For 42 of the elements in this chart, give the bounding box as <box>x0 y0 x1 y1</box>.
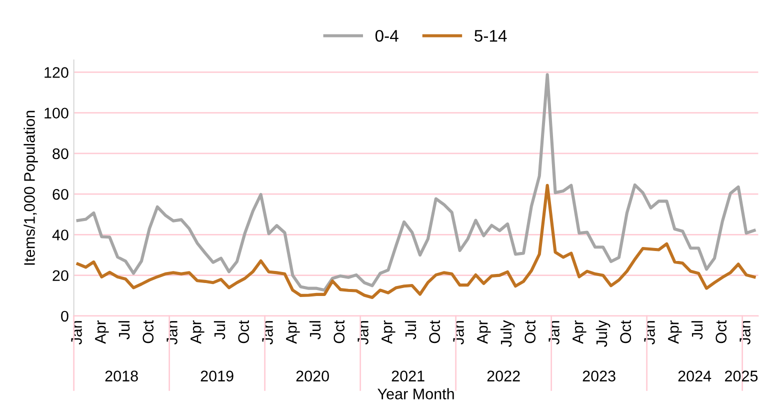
x-tick-label: Oct <box>334 320 345 344</box>
x-tick-label: Oct <box>620 320 632 344</box>
x-tick-label: Apr <box>190 320 204 344</box>
x-tick-label: Oct <box>238 320 250 344</box>
text: 2024 <box>678 370 712 382</box>
y-tick-label: 120 <box>44 67 68 78</box>
x-tick-label: Oct <box>429 320 440 344</box>
text: 2021 <box>392 370 424 382</box>
x-axis-title: Year Month <box>378 388 454 400</box>
x-tick-label: Jul <box>118 321 130 340</box>
y-tick-label: 0 <box>61 310 68 322</box>
x-tick-label: Apr <box>95 320 109 344</box>
text: 2020 <box>296 370 329 382</box>
line-series <box>76 73 756 292</box>
x-tick-label: Jul <box>404 321 416 340</box>
x-tick-label: Apr <box>286 320 300 344</box>
text: 2023 <box>582 370 616 382</box>
legend-label: 0-4 <box>375 30 398 42</box>
x-tick-label: Jul <box>309 321 321 340</box>
y-tick-label: 60 <box>52 188 68 200</box>
y-tick-label: 20 <box>52 270 68 282</box>
y-tick-label: 80 <box>52 148 68 160</box>
text: 2019 <box>200 370 234 382</box>
text: 2025 <box>725 370 758 382</box>
x-tick-label: Oct <box>524 320 536 344</box>
x-tick-label: Jul <box>691 321 703 340</box>
x-tick-label: Oct <box>142 320 154 344</box>
text: 2018 <box>105 370 138 382</box>
y-axis-title: Items/1,000 Population <box>24 110 38 265</box>
x-tick-label: Apr <box>668 320 682 344</box>
y-tick-label: 100 <box>44 108 68 119</box>
x-tick-label: Apr <box>572 320 586 344</box>
x-tick-label: July <box>500 320 515 348</box>
line-series <box>76 184 756 299</box>
x-tick-label: Jul <box>214 321 226 340</box>
legend-label: 5-14 <box>474 30 507 42</box>
x-tick-label: Oct <box>716 320 727 344</box>
x-tick-label: Apr <box>477 320 491 344</box>
text: 2022 <box>487 370 520 382</box>
x-tick-label: Apr <box>382 320 396 344</box>
x-tick-label: July <box>596 320 610 348</box>
y-tick-label: 40 <box>52 230 68 240</box>
